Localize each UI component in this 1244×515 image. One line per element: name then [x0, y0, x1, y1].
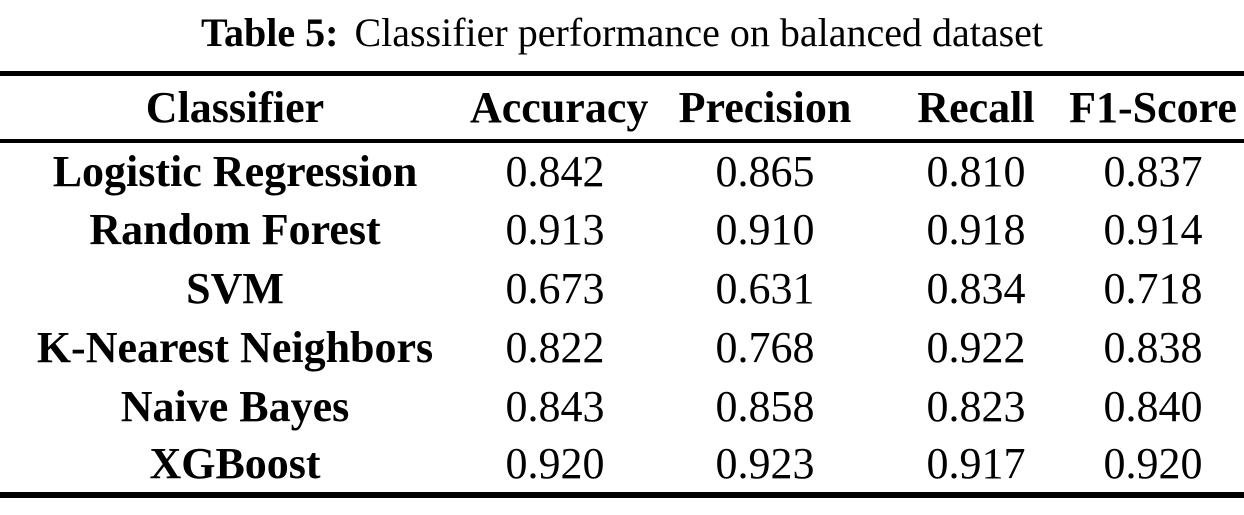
classifier-name-cell: K-Nearest Neighbors — [36, 322, 434, 372]
table-row-svm: SVM 0.673 0.631 0.834 0.718 — [0, 259, 1244, 318]
accuracy-cell: 0.920 — [505, 439, 605, 488]
table-caption: Table 5: Classifier performance on balan… — [0, 0, 1244, 71]
precision-cell: 0.923 — [715, 439, 815, 488]
classifier-name-cell: Random Forest — [89, 204, 381, 254]
column-header-accuracy: Accuracy — [470, 82, 649, 132]
table-row-naive-bayes: Naive Bayes 0.843 0.858 0.823 0.840 — [0, 377, 1244, 436]
column-header-recall: Recall — [917, 82, 1035, 132]
f1-score-cell: 0.840 — [1103, 381, 1203, 431]
classifier-name-cell: SVM — [186, 263, 284, 313]
f1-score-cell: 0.718 — [1103, 263, 1203, 313]
recall-cell: 0.834 — [926, 263, 1026, 313]
f1-score-cell: 0.838 — [1103, 322, 1203, 372]
header-row: Classifier Accuracy Precision Recall F1-… — [0, 74, 1244, 141]
f1-score-cell: 0.920 — [1103, 439, 1203, 488]
recall-cell: 0.917 — [926, 439, 1026, 488]
results-table: Classifier Accuracy Precision Recall F1-… — [0, 71, 1244, 498]
recall-cell: 0.823 — [926, 381, 1026, 431]
classifier-name-cell: XGBoost — [149, 439, 321, 488]
accuracy-cell: 0.843 — [505, 381, 605, 431]
table-row-random-forest: Random Forest 0.913 0.910 0.918 0.914 — [0, 200, 1244, 259]
recall-cell: 0.918 — [926, 204, 1026, 254]
column-header-f1-score: F1-Score — [1069, 82, 1237, 132]
classifier-name-cell: Logistic Regression — [52, 146, 418, 196]
accuracy-cell: 0.673 — [505, 263, 605, 313]
caption-text: Classifier performance on balanced datas… — [354, 10, 1044, 55]
precision-cell: 0.910 — [715, 204, 815, 254]
column-header-precision: Precision — [678, 82, 852, 132]
table-row-xgboost: XGBoost 0.920 0.923 0.917 0.920 — [0, 436, 1244, 495]
accuracy-cell: 0.822 — [505, 322, 605, 372]
classifier-name-cell: Naive Bayes — [120, 381, 350, 431]
caption-label: Table 5: — [200, 10, 339, 55]
accuracy-cell: 0.842 — [505, 146, 605, 196]
recall-cell: 0.922 — [926, 322, 1026, 372]
f1-score-cell: 0.914 — [1103, 204, 1203, 254]
table-row-k-nearest-neighbors: K-Nearest Neighbors 0.822 0.768 0.922 0.… — [0, 318, 1244, 377]
accuracy-cell: 0.913 — [505, 204, 605, 254]
f1-score-cell: 0.837 — [1103, 146, 1203, 196]
table-row-logistic-regression: Logistic Regression 0.842 0.865 0.810 0.… — [0, 141, 1244, 200]
precision-cell: 0.858 — [715, 381, 815, 431]
precision-cell: 0.865 — [715, 146, 815, 196]
column-header-classifier: Classifier — [145, 82, 325, 132]
precision-cell: 0.768 — [715, 322, 815, 372]
precision-cell: 0.631 — [715, 263, 815, 313]
recall-cell: 0.810 — [926, 146, 1026, 196]
